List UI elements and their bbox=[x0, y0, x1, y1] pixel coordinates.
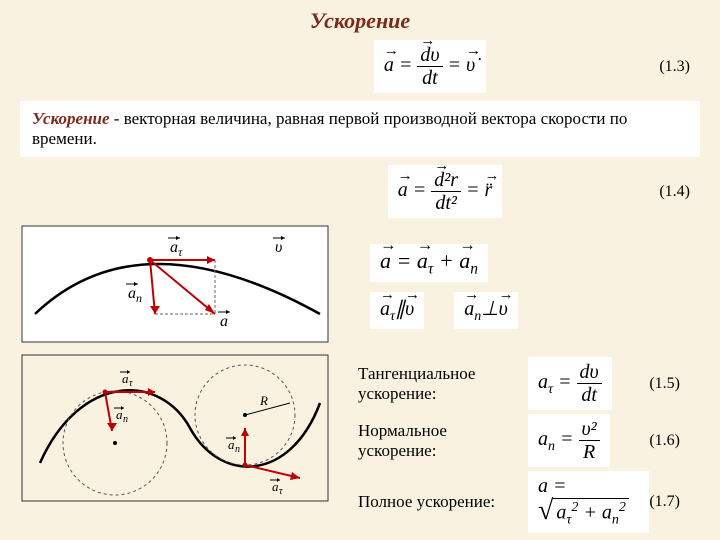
eq-number-1-6: (1.6) bbox=[649, 432, 690, 450]
page-title: Ускорение bbox=[0, 0, 720, 34]
figure-1: aτ υ an a bbox=[20, 224, 340, 349]
eq-number-1-5: (1.5) bbox=[649, 375, 690, 393]
tangential-label: Тангенциальное ускорение: bbox=[358, 364, 528, 404]
figure-2: aτ an R an aτ bbox=[20, 353, 330, 537]
full-label: Полное ускорение: bbox=[358, 492, 528, 512]
formula-parallel: aτ∥υ bbox=[370, 292, 424, 329]
formula-1-5: aτ = dυdt bbox=[528, 357, 612, 410]
svg-text:n: n bbox=[235, 444, 240, 455]
svg-text:a: a bbox=[128, 285, 136, 302]
svg-text:τ: τ bbox=[178, 245, 183, 259]
formula-1-4: a = d²rdt² = r̈ bbox=[388, 165, 503, 218]
svg-text:a: a bbox=[220, 313, 228, 330]
formula-1-7: a = √aτ2 + an2 bbox=[528, 471, 649, 533]
svg-text:n: n bbox=[136, 291, 142, 305]
normal-label: Нормальное ускорение: bbox=[358, 421, 528, 461]
eq-number-1-7: (1.7) bbox=[649, 493, 690, 511]
eq-number-1-4: (1.4) bbox=[659, 183, 690, 201]
svg-text:τ: τ bbox=[129, 378, 133, 389]
formula-1-6: an = υ²R bbox=[528, 414, 610, 467]
formula-1-3: a = dυdt = υ̇ bbox=[374, 40, 486, 93]
formula-decomposition: a = aτ + an bbox=[370, 244, 488, 282]
eq-number-1-3: (1.3) bbox=[659, 58, 690, 76]
svg-text:τ: τ bbox=[279, 486, 283, 497]
svg-text:n: n bbox=[123, 414, 128, 425]
definition-term: Ускорение bbox=[32, 109, 110, 128]
definition-box: Ускорение - векторная величина, равная п… bbox=[20, 101, 700, 157]
svg-text:R: R bbox=[259, 393, 268, 408]
definition-text: - векторная величина, равная первой прои… bbox=[32, 109, 627, 148]
svg-text:a: a bbox=[170, 239, 178, 256]
formula-perp: an⊥υ bbox=[454, 292, 518, 329]
svg-text:υ: υ bbox=[275, 239, 282, 256]
